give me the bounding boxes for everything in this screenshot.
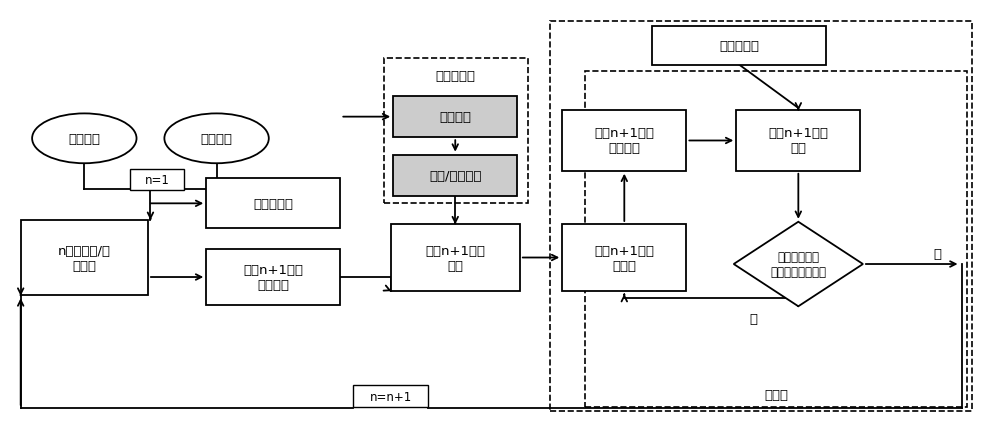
Text: 预测n+1时刻
运动参数: 预测n+1时刻 运动参数	[243, 263, 303, 291]
Text: 修正n+1时刻
运动参数: 修正n+1时刻 运动参数	[594, 127, 654, 155]
Bar	[353, 385, 428, 407]
Bar	[130, 169, 184, 191]
Bar	[736, 111, 860, 171]
Bar	[393, 97, 517, 138]
Bar	[652, 27, 826, 65]
Text: 飞行控制律: 飞行控制律	[253, 198, 293, 210]
Bar	[206, 249, 340, 305]
Text: 直接力控制: 直接力控制	[436, 70, 476, 83]
Ellipse shape	[32, 114, 137, 164]
Text: 喷流参数: 喷流参数	[439, 111, 471, 124]
Bar	[562, 224, 686, 291]
Text: 求解n+1时刻
气动力: 求解n+1时刻 气动力	[594, 244, 654, 272]
Bar	[562, 111, 686, 171]
Bar	[585, 72, 967, 407]
Text: 内迭代: 内迭代	[764, 388, 788, 401]
Text: 开启/关闭控制: 开启/关闭控制	[429, 169, 482, 182]
Text: 来流参数: 来流参数	[68, 133, 100, 145]
Bar	[391, 224, 520, 291]
Bar	[384, 59, 528, 204]
Text: 是: 是	[934, 247, 942, 260]
Bar	[550, 22, 972, 411]
Bar	[393, 155, 517, 196]
Text: 动网格技术: 动网格技术	[719, 39, 759, 53]
Bar	[21, 220, 148, 296]
Text: 生成n+1时刻
网格: 生成n+1时刻 网格	[425, 244, 485, 272]
Text: 内迭代收敛或
达到最大迭代步数: 内迭代收敛或 达到最大迭代步数	[770, 251, 826, 279]
Text: 否: 否	[750, 312, 758, 325]
Text: 修正n+1时刻
网格: 修正n+1时刻 网格	[768, 127, 828, 155]
Text: n=1: n=1	[144, 173, 169, 187]
Polygon shape	[734, 222, 863, 307]
Bar	[206, 179, 340, 229]
Text: n=n+1: n=n+1	[369, 390, 412, 403]
Ellipse shape	[164, 114, 269, 164]
Text: n时刻气动/运
动参数: n时刻气动/运 动参数	[58, 244, 111, 272]
Text: 初始网格: 初始网格	[201, 133, 233, 145]
